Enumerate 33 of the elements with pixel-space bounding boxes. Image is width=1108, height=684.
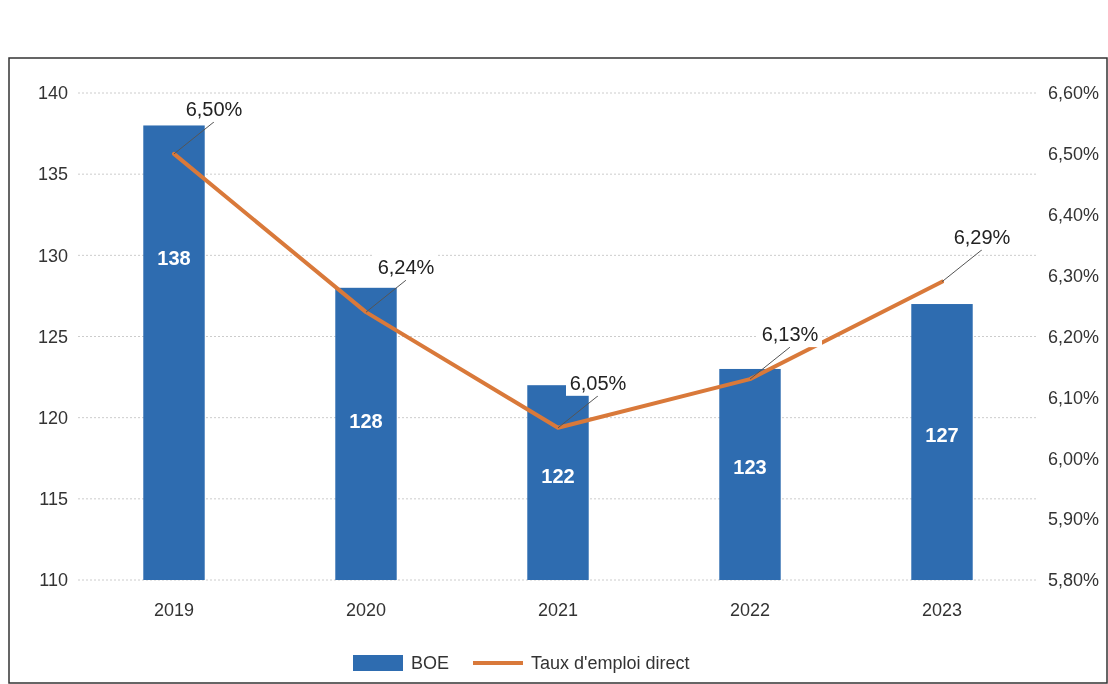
y-tick-label: 135 [37,164,68,185]
y2-tick-label: 6,40% [1048,205,1100,226]
data-label: 6,29% [953,225,1011,248]
legend-label: BOE [411,653,450,674]
data-label: 6,13% [761,323,819,346]
x-tick-label: 2022 [729,600,771,620]
data-label: 122 [541,464,575,487]
x-tick-label: 2019 [153,600,195,620]
data-label: 128 [349,409,383,432]
y-tick-label: 140 [37,83,68,104]
x-tick-label: 2020 [345,600,387,620]
y-tick-label: 115 [39,489,68,510]
legend-label: Taux d'emploi direct [531,653,690,674]
data-label: 138 [157,247,191,270]
y2-tick-label: 6,00% [1048,448,1100,469]
data-label: 127 [925,424,959,447]
y-tick-label: 110 [39,570,68,591]
y-tick-label: 120 [37,407,68,428]
data-label: 6,50% [185,97,243,120]
y2-tick-label: 5,80% [1048,570,1100,591]
x-tick-label: 2021 [537,600,579,620]
y2-tick-label: 5,90% [1048,509,1100,530]
y2-tick-label: 6,50% [1048,144,1100,165]
y-tick-label: 130 [37,245,68,266]
data-label: 123 [733,456,767,479]
data-label: 6,05% [569,371,627,394]
y2-tick-label: 6,20% [1048,326,1100,347]
data-label: 6,24% [377,256,435,279]
x-tick-label: 2023 [921,600,963,620]
y2-tick-label: 6,60% [1048,83,1100,104]
y2-tick-label: 6,30% [1048,265,1100,286]
y-tick-label: 125 [37,326,68,347]
y2-tick-label: 6,10% [1048,387,1100,408]
